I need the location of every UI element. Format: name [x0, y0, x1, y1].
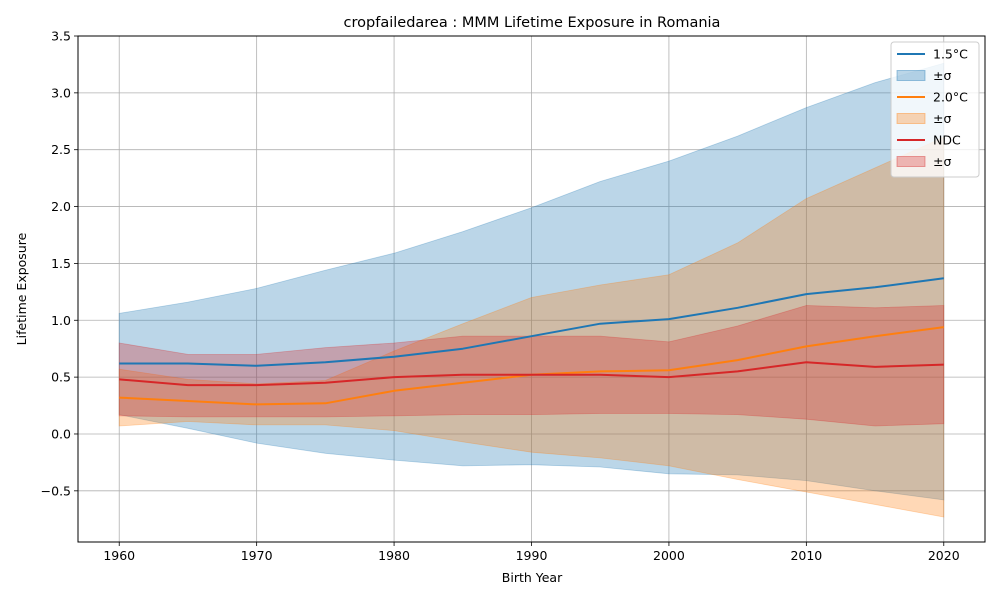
uncertainty-bands — [118, 62, 945, 518]
legend: 1.5°C ±σ 2.0°C ±σ NDC ±σ — [890, 41, 980, 178]
y-axis-label: Lifetime Exposure — [14, 232, 29, 345]
y-tick-label: 3.5 — [51, 29, 71, 44]
y-tick-label: 3.0 — [51, 85, 71, 100]
legend-entry-label: 2.0°C — [933, 90, 968, 105]
x-tick-label: 2020 — [928, 548, 960, 563]
series-lines — [119, 277, 944, 406]
x-tick-label: 1980 — [378, 548, 410, 563]
legend-entry-label: NDC — [933, 133, 961, 148]
legend-box — [890, 41, 980, 178]
chart-title: cropfailedarea : MMM Lifetime Exposure i… — [344, 15, 721, 31]
legend-band-swatch — [896, 156, 926, 167]
x-axis-ticks: 1960 1970 1980 1990 2000 2010 2020 — [103, 542, 960, 563]
line-series-2 — [119, 361, 944, 387]
legend-band-swatch — [896, 113, 926, 124]
band-series-2 — [118, 305, 945, 427]
y-tick-label: 2.5 — [51, 142, 71, 157]
x-axis-label: Birth Year — [502, 570, 563, 585]
band-series-0 — [118, 62, 945, 501]
grid — [78, 35, 985, 542]
legend-band-label: ±σ — [933, 154, 951, 169]
y-tick-label: 2.0 — [51, 199, 71, 214]
y-tick-label: 0.5 — [51, 370, 71, 385]
y-tick-label: −0.5 — [41, 483, 71, 498]
x-tick-label: 2000 — [653, 548, 685, 563]
y-tick-label: 1.0 — [51, 313, 71, 328]
legend-band-label: ±σ — [933, 111, 951, 126]
x-tick-label: 1970 — [241, 548, 273, 563]
x-tick-label: 1960 — [103, 548, 135, 563]
legend-band-label: ±σ — [933, 68, 951, 83]
line-series-0 — [119, 277, 944, 367]
x-tick-label: 1990 — [516, 548, 548, 563]
y-tick-label: 1.5 — [51, 256, 71, 271]
band-series-1 — [118, 136, 945, 518]
x-tick-label: 2010 — [790, 548, 822, 563]
y-axis-ticks: −0.5 0.0 0.5 1.0 1.5 2.0 2.5 3.0 3.5 — [41, 29, 78, 498]
legend-entry-label: 1.5°C — [933, 47, 968, 62]
legend-band-swatch — [896, 70, 926, 81]
y-tick-label: 0.0 — [51, 426, 71, 441]
